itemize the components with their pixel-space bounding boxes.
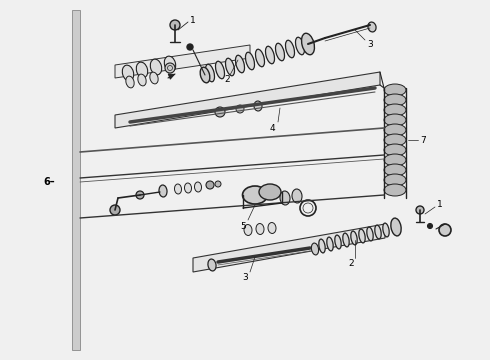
Ellipse shape — [245, 52, 254, 70]
Ellipse shape — [150, 72, 158, 84]
Ellipse shape — [255, 49, 265, 67]
Ellipse shape — [205, 64, 215, 82]
Circle shape — [187, 44, 193, 50]
Ellipse shape — [292, 189, 302, 203]
Ellipse shape — [185, 183, 192, 193]
Ellipse shape — [174, 184, 181, 194]
Ellipse shape — [280, 191, 290, 205]
Ellipse shape — [200, 67, 210, 83]
Ellipse shape — [150, 59, 162, 75]
Ellipse shape — [195, 182, 201, 192]
Circle shape — [110, 205, 120, 215]
Ellipse shape — [244, 225, 252, 235]
Ellipse shape — [384, 154, 406, 166]
Text: 7: 7 — [420, 135, 426, 144]
Ellipse shape — [256, 224, 264, 234]
Ellipse shape — [319, 239, 325, 253]
Ellipse shape — [368, 22, 376, 32]
Ellipse shape — [384, 94, 406, 106]
Circle shape — [439, 224, 451, 236]
Ellipse shape — [301, 33, 315, 55]
Circle shape — [136, 191, 144, 199]
Ellipse shape — [391, 218, 401, 236]
Text: 6–: 6– — [44, 177, 55, 187]
Circle shape — [416, 206, 424, 214]
Ellipse shape — [164, 56, 176, 72]
Text: 5: 5 — [240, 221, 246, 230]
Bar — [72, 10, 80, 350]
Text: 2: 2 — [348, 258, 354, 267]
Text: 1: 1 — [437, 199, 443, 208]
Polygon shape — [193, 224, 385, 272]
Ellipse shape — [384, 134, 406, 146]
Ellipse shape — [268, 222, 276, 234]
Ellipse shape — [266, 46, 274, 64]
Ellipse shape — [383, 223, 389, 237]
Ellipse shape — [351, 231, 357, 245]
Ellipse shape — [367, 227, 373, 241]
Text: 4: 4 — [270, 123, 275, 132]
Ellipse shape — [384, 84, 406, 96]
Circle shape — [165, 63, 175, 73]
Text: 3: 3 — [367, 40, 373, 49]
Ellipse shape — [243, 186, 268, 204]
Ellipse shape — [335, 235, 341, 249]
Text: 1: 1 — [190, 15, 196, 24]
Circle shape — [215, 107, 225, 117]
Polygon shape — [115, 72, 380, 128]
Ellipse shape — [343, 233, 349, 247]
Circle shape — [236, 105, 244, 113]
Ellipse shape — [327, 237, 333, 251]
Ellipse shape — [295, 37, 304, 55]
Circle shape — [206, 181, 214, 189]
Ellipse shape — [136, 62, 147, 78]
Ellipse shape — [225, 58, 235, 76]
Ellipse shape — [254, 101, 262, 111]
Ellipse shape — [122, 65, 134, 81]
Ellipse shape — [312, 243, 318, 255]
Ellipse shape — [384, 124, 406, 136]
Ellipse shape — [275, 43, 285, 61]
Ellipse shape — [236, 55, 245, 73]
Text: 3: 3 — [242, 274, 248, 283]
Ellipse shape — [126, 76, 134, 88]
Ellipse shape — [384, 144, 406, 156]
Ellipse shape — [384, 184, 406, 196]
Text: 2: 2 — [224, 75, 230, 84]
Ellipse shape — [359, 229, 365, 243]
Circle shape — [215, 181, 221, 187]
Ellipse shape — [138, 74, 146, 86]
Ellipse shape — [384, 114, 406, 126]
Ellipse shape — [216, 61, 224, 79]
Ellipse shape — [384, 174, 406, 186]
Ellipse shape — [384, 104, 406, 116]
Ellipse shape — [375, 225, 381, 239]
Ellipse shape — [159, 185, 167, 197]
Polygon shape — [115, 45, 250, 78]
Ellipse shape — [286, 40, 294, 58]
Ellipse shape — [208, 259, 216, 271]
Circle shape — [427, 224, 433, 229]
Ellipse shape — [259, 184, 281, 200]
Ellipse shape — [384, 164, 406, 176]
Circle shape — [170, 20, 180, 30]
